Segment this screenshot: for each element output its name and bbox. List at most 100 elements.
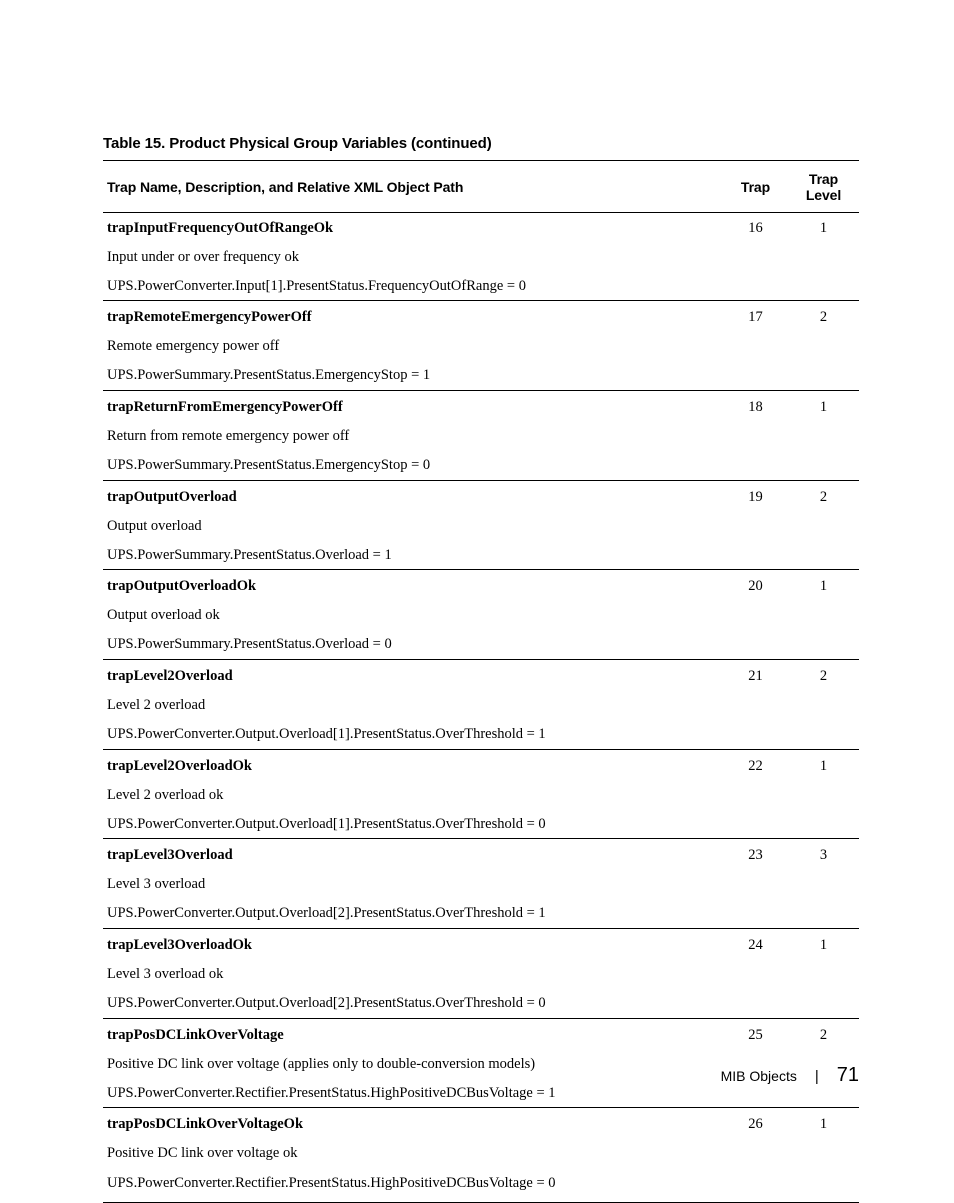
trap-number: 17 bbox=[723, 301, 788, 332]
col-header-trap: Trap bbox=[723, 161, 788, 213]
col-header-level: Trap Level bbox=[788, 161, 859, 213]
trap-name: trapInputFrequencyOutOfRangeOk bbox=[103, 213, 723, 243]
table-row: UPS.PowerSummary.PresentStatus.Overload … bbox=[103, 630, 859, 660]
trap-xml-path: UPS.PowerSummary.PresentStatus.Emergency… bbox=[103, 451, 723, 481]
table-row: trapOutputOverloadOk201 bbox=[103, 570, 859, 601]
cell-empty bbox=[723, 540, 788, 570]
cell-empty bbox=[723, 332, 788, 361]
table-row: UPS.PowerConverter.Output.Overload[1].Pr… bbox=[103, 809, 859, 839]
trap-number: 20 bbox=[723, 570, 788, 601]
trap-xml-path: UPS.PowerConverter.Rectifier.PresentStat… bbox=[103, 1168, 723, 1203]
cell-empty bbox=[723, 242, 788, 271]
table-row: Positive DC link over voltage ok bbox=[103, 1139, 859, 1168]
footer-separator: | bbox=[815, 1068, 819, 1085]
cell-empty bbox=[723, 899, 788, 929]
trap-name: trapOutputOverloadOk bbox=[103, 570, 723, 601]
trap-level: 1 bbox=[788, 749, 859, 780]
trap-xml-path: UPS.PowerConverter.Output.Overload[2].Pr… bbox=[103, 989, 723, 1019]
table-row: UPS.PowerSummary.PresentStatus.Overload … bbox=[103, 540, 859, 570]
cell-empty bbox=[723, 960, 788, 989]
table-row: Level 2 overload ok bbox=[103, 780, 859, 809]
footer-section: MIB Objects bbox=[721, 1068, 797, 1084]
cell-empty bbox=[788, 511, 859, 540]
trap-xml-path: UPS.PowerSummary.PresentStatus.Overload … bbox=[103, 540, 723, 570]
cell-empty bbox=[788, 899, 859, 929]
cell-empty bbox=[788, 780, 859, 809]
cell-empty bbox=[788, 451, 859, 481]
table-row: trapLevel3Overload233 bbox=[103, 839, 859, 870]
trap-xml-path: UPS.PowerConverter.Output.Overload[1].Pr… bbox=[103, 809, 723, 839]
trap-name: trapRemoteEmergencyPowerOff bbox=[103, 301, 723, 332]
trap-level: 2 bbox=[788, 301, 859, 332]
table-row: UPS.PowerConverter.Rectifier.PresentStat… bbox=[103, 1168, 859, 1203]
cell-empty bbox=[723, 271, 788, 301]
trap-name: trapLevel2OverloadOk bbox=[103, 749, 723, 780]
table-row: trapRemoteEmergencyPowerOff172 bbox=[103, 301, 859, 332]
cell-empty bbox=[788, 332, 859, 361]
trap-description: Level 3 overload ok bbox=[103, 960, 723, 989]
trap-description: Output overload bbox=[103, 511, 723, 540]
table-row: trapLevel3OverloadOk241 bbox=[103, 929, 859, 960]
table-row: Level 2 overload bbox=[103, 691, 859, 720]
table-title: Table 15. Product Physical Group Variabl… bbox=[103, 135, 859, 152]
trap-description: Level 2 overload ok bbox=[103, 780, 723, 809]
trap-level: 1 bbox=[788, 570, 859, 601]
cell-empty bbox=[723, 809, 788, 839]
trap-number: 26 bbox=[723, 1108, 788, 1139]
page: Table 15. Product Physical Group Variabl… bbox=[0, 0, 954, 1145]
trap-number: 18 bbox=[723, 390, 788, 421]
trap-description: Level 2 overload bbox=[103, 691, 723, 720]
cell-empty bbox=[788, 870, 859, 899]
trap-description: Level 3 overload bbox=[103, 870, 723, 899]
cell-empty bbox=[788, 361, 859, 391]
table-row: trapReturnFromEmergencyPowerOff181 bbox=[103, 390, 859, 421]
table-row: trapLevel2Overload212 bbox=[103, 659, 859, 690]
trap-name: trapLevel3Overload bbox=[103, 839, 723, 870]
cell-empty bbox=[788, 1139, 859, 1168]
cell-empty bbox=[788, 630, 859, 660]
cell-empty bbox=[788, 989, 859, 1019]
cell-empty bbox=[723, 601, 788, 630]
cell-empty bbox=[788, 271, 859, 301]
cell-empty bbox=[723, 691, 788, 720]
trap-name: trapLevel3OverloadOk bbox=[103, 929, 723, 960]
trap-name: trapPosDCLinkOverVoltageOk bbox=[103, 1108, 723, 1139]
cell-empty bbox=[723, 780, 788, 809]
table-row: trapLevel2OverloadOk221 bbox=[103, 749, 859, 780]
variables-table: Trap Name, Description, and Relative XML… bbox=[103, 160, 859, 1203]
table-row: Output overload ok bbox=[103, 601, 859, 630]
cell-empty bbox=[788, 242, 859, 271]
table-row: Remote emergency power off bbox=[103, 332, 859, 361]
cell-empty bbox=[788, 421, 859, 450]
trap-name: trapReturnFromEmergencyPowerOff bbox=[103, 390, 723, 421]
trap-name: trapLevel2Overload bbox=[103, 659, 723, 690]
trap-number: 25 bbox=[723, 1018, 788, 1049]
trap-description: Remote emergency power off bbox=[103, 332, 723, 361]
trap-xml-path: UPS.PowerSummary.PresentStatus.Emergency… bbox=[103, 361, 723, 391]
cell-empty bbox=[788, 540, 859, 570]
trap-level: 2 bbox=[788, 1018, 859, 1049]
trap-xml-path: UPS.PowerSummary.PresentStatus.Overload … bbox=[103, 630, 723, 660]
cell-empty bbox=[723, 1168, 788, 1203]
cell-empty bbox=[788, 720, 859, 750]
trap-description: Positive DC link over voltage (applies o… bbox=[103, 1049, 723, 1078]
table-row: Return from remote emergency power off bbox=[103, 421, 859, 450]
table-row: Level 3 overload ok bbox=[103, 960, 859, 989]
table-row: UPS.PowerConverter.Input[1].PresentStatu… bbox=[103, 271, 859, 301]
cell-empty bbox=[723, 630, 788, 660]
table-row: Input under or over frequency ok bbox=[103, 242, 859, 271]
trap-level: 1 bbox=[788, 390, 859, 421]
table-header-row: Trap Name, Description, and Relative XML… bbox=[103, 161, 859, 213]
cell-empty bbox=[788, 809, 859, 839]
trap-description: Input under or over frequency ok bbox=[103, 242, 723, 271]
cell-empty bbox=[723, 361, 788, 391]
trap-description: Positive DC link over voltage ok bbox=[103, 1139, 723, 1168]
cell-empty bbox=[723, 511, 788, 540]
trap-name: trapOutputOverload bbox=[103, 480, 723, 511]
cell-empty bbox=[788, 601, 859, 630]
cell-empty bbox=[788, 691, 859, 720]
trap-number: 16 bbox=[723, 213, 788, 243]
trap-number: 24 bbox=[723, 929, 788, 960]
trap-level: 1 bbox=[788, 929, 859, 960]
trap-name: trapPosDCLinkOverVoltage bbox=[103, 1018, 723, 1049]
